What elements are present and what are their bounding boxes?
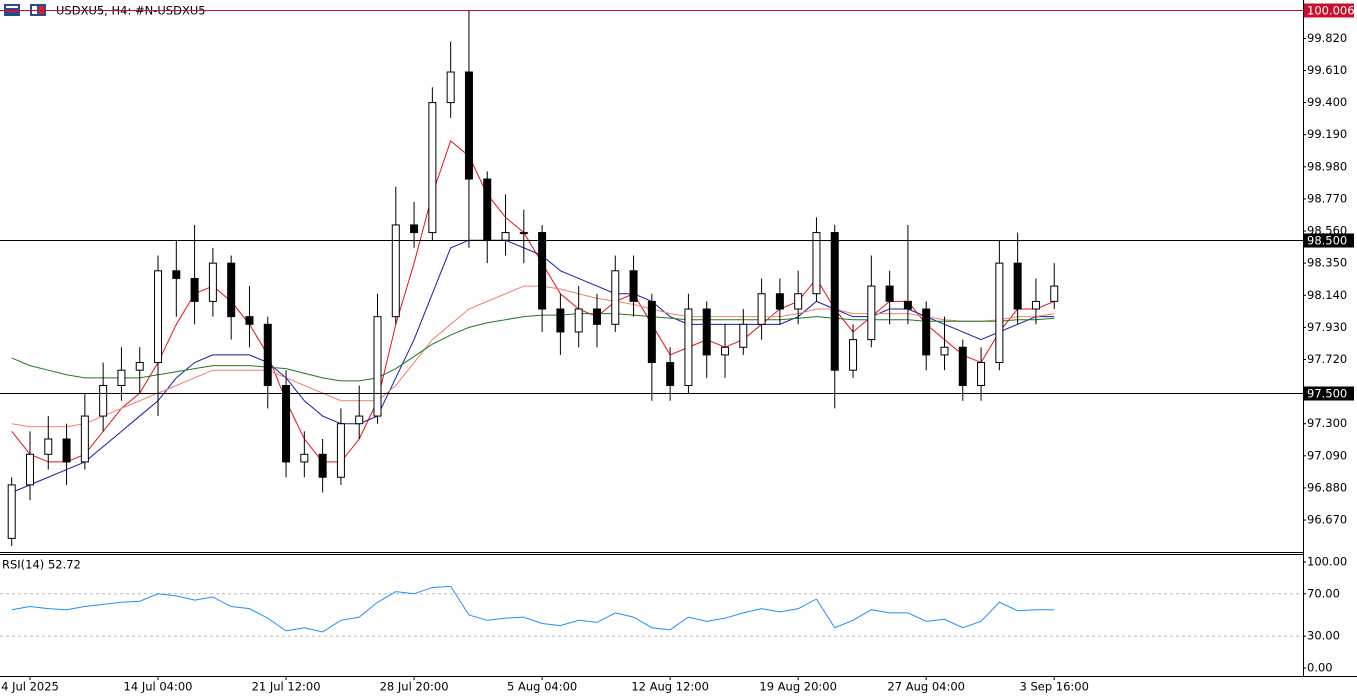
x-tick-label: 27 Aug 04:00: [887, 680, 965, 694]
y-tick-label: 98.140: [1307, 288, 1347, 302]
candle-body: [464, 71, 473, 180]
candle-body: [794, 293, 803, 310]
candle-body: [629, 270, 638, 302]
candle-body: [428, 102, 437, 234]
candle-body: [318, 453, 327, 478]
candle-body: [208, 262, 217, 302]
level-label: 97.500: [1307, 387, 1347, 401]
level-label: 100.006: [1307, 4, 1355, 18]
candle-body: [501, 232, 510, 241]
candle-body: [62, 438, 71, 463]
x-tick-label: 19 Aug 20:00: [759, 680, 837, 694]
candle-body: [812, 232, 821, 295]
candle-body: [995, 262, 1004, 364]
candle-body: [666, 362, 675, 386]
candle-body: [190, 277, 199, 302]
y-tick-label: 96.670: [1307, 513, 1347, 527]
y-tick-label: 97.300: [1307, 416, 1347, 430]
candle-body: [336, 423, 345, 478]
level-label-box: [1304, 386, 1354, 401]
candle-body: [391, 224, 400, 318]
candle-body: [922, 308, 931, 356]
candle-body: [940, 346, 949, 356]
x-tick-label: 3 Sep 16:00: [1020, 680, 1089, 694]
candle-body: [702, 308, 711, 356]
candle-body: [44, 438, 53, 455]
candle-body: [410, 224, 419, 234]
candle-body: [154, 270, 163, 364]
y-tick-label: 98.770: [1307, 191, 1347, 205]
level-label-box: [1304, 233, 1354, 248]
candle-body: [227, 262, 236, 318]
candle-body: [903, 300, 912, 310]
candle-body: [282, 384, 291, 463]
y-tick-label: 97.930: [1307, 320, 1347, 334]
candle-body: [99, 384, 108, 417]
candle-body: [245, 316, 254, 325]
candle-body: [373, 316, 382, 417]
candle-body: [172, 270, 181, 279]
x-tick-label: 12 Aug 12:00: [631, 680, 709, 694]
y-tick-label: 98.350: [1307, 256, 1347, 270]
candle-body: [80, 415, 89, 463]
candle-body: [647, 300, 656, 364]
moving-average: [11, 313, 1055, 382]
y-tick-label: 100.00: [1307, 555, 1347, 569]
y-tick-label: 98.980: [1307, 159, 1347, 173]
candle-body: [1013, 262, 1022, 310]
moving-average: [11, 285, 1055, 428]
y-tick-label: 0.00: [1307, 661, 1333, 675]
x-tick-label: 4 Jul 2025: [1, 680, 59, 694]
candle-body: [830, 232, 839, 371]
rsi-line: [11, 585, 1055, 633]
candle-body: [958, 346, 967, 386]
candle-body: [592, 308, 601, 325]
level-label-box: [1304, 3, 1354, 18]
x-tick-label: 28 Jul 20:00: [380, 680, 449, 694]
candle-body: [556, 308, 565, 333]
y-tick-label: 99.610: [1307, 63, 1347, 77]
candle-body: [355, 415, 364, 425]
candle-body: [977, 362, 986, 386]
candle-body: [611, 270, 620, 325]
candle-body: [1031, 300, 1040, 310]
candle-body: [117, 369, 126, 386]
level-label: 98.500: [1307, 234, 1347, 248]
indicator-title: RSI(14) 52.72: [2, 558, 81, 572]
y-tick-label: 99.190: [1307, 127, 1347, 141]
candle-body: [300, 453, 309, 463]
y-tick-label: 97.720: [1307, 352, 1347, 366]
y-tick-label: 97.090: [1307, 448, 1347, 462]
candle-body: [1050, 285, 1059, 302]
x-tick-label: 14 Jul 04:00: [124, 680, 193, 694]
candle-body: [849, 339, 858, 371]
candle-body: [483, 178, 492, 241]
y-tick-label: 96.880: [1307, 480, 1347, 494]
candle-body: [263, 323, 272, 386]
candle-body: [867, 285, 876, 341]
y-tick-label: 99.400: [1307, 95, 1347, 109]
y-tick-label: 70.00: [1307, 586, 1340, 600]
candle-body: [885, 285, 894, 302]
candle-body: [574, 308, 583, 333]
candle-body: [446, 71, 455, 104]
candle-body: [684, 308, 693, 386]
moving-average: [11, 139, 1055, 463]
candle-body: [135, 362, 144, 371]
candle-body: [7, 484, 16, 539]
candle-body: [538, 232, 547, 310]
x-tick-label: 21 Jul 12:00: [252, 680, 321, 694]
candle-body: [739, 323, 748, 348]
candle-body: [757, 293, 766, 325]
candle-body: [721, 346, 730, 356]
candle-body: [519, 232, 528, 235]
candle-body: [25, 453, 34, 486]
candle-body: [775, 293, 784, 310]
y-tick-label: 30.00: [1307, 629, 1340, 643]
x-tick-label: 5 Aug 04:00: [507, 680, 577, 694]
y-tick-label: 99.820: [1307, 31, 1347, 45]
